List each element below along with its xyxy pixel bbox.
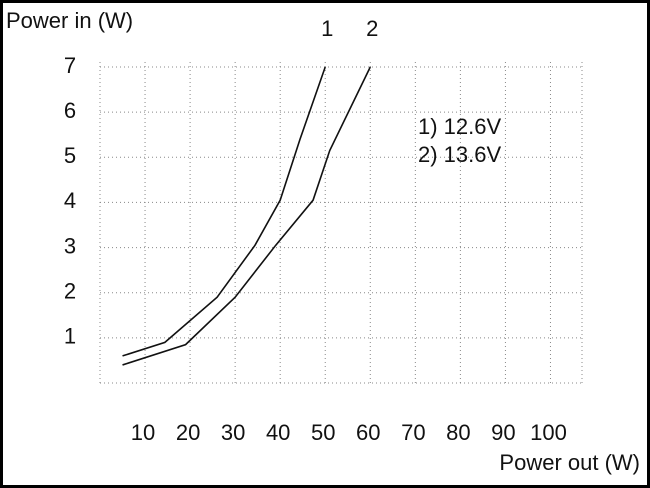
- legend-entry: 2) 13.6V: [418, 142, 501, 167]
- x-axis-title: Power out (W): [499, 450, 640, 475]
- x-tick-label: 100: [530, 420, 567, 445]
- x-tick-label: 10: [131, 420, 155, 445]
- legend-entry: 1) 12.6V: [418, 114, 501, 139]
- x-tick-label: 90: [491, 420, 515, 445]
- x-tick-label: 30: [221, 420, 245, 445]
- y-tick-label: 2: [64, 279, 76, 304]
- series-line: [122, 66, 326, 357]
- x-tick-label: 50: [311, 420, 335, 445]
- y-tick-label: 5: [64, 143, 76, 168]
- y-axis-title: Power in (W): [6, 8, 133, 33]
- x-tick-label: 20: [176, 420, 200, 445]
- curve-label: 1: [321, 16, 333, 41]
- x-tick-label: 80: [446, 420, 470, 445]
- y-tick-label: 3: [64, 233, 76, 258]
- series-line: [122, 66, 371, 366]
- x-tick-label: 60: [356, 420, 380, 445]
- x-tick-label: 40: [266, 420, 290, 445]
- x-tick-label: 70: [401, 420, 425, 445]
- y-tick-label: 1: [64, 324, 76, 349]
- curve-label: 2: [366, 16, 378, 41]
- y-tick-label: 4: [64, 188, 76, 213]
- y-tick-label: 6: [64, 98, 76, 123]
- y-tick-label: 7: [64, 53, 76, 78]
